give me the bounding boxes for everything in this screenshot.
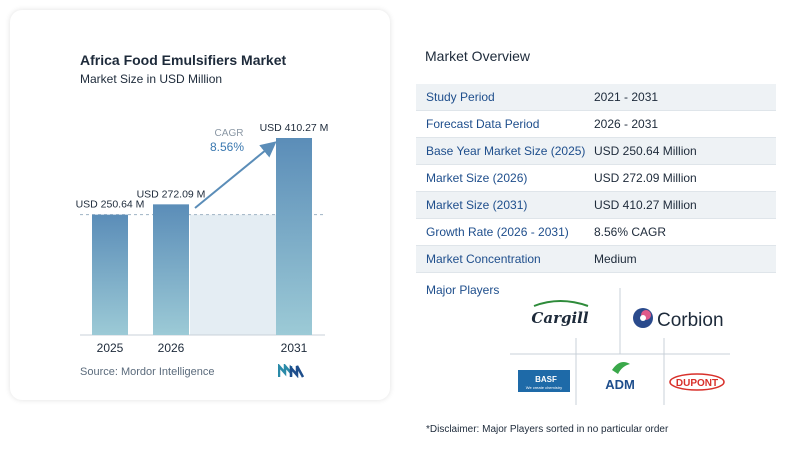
bar-2026 xyxy=(153,204,189,335)
row-label: Forecast Data Period xyxy=(426,117,540,131)
players-title: Major Players xyxy=(426,283,500,297)
tick-label-2025: 2025 xyxy=(97,341,124,355)
row-label: Market Size (2026) xyxy=(426,171,528,185)
dupont-oval-icon xyxy=(669,373,725,391)
bar-2031 xyxy=(276,138,312,335)
table-row: Base Year Market Size (2025) USD 250.64 … xyxy=(416,138,776,165)
table-row: Study Period 2021 - 2031 xyxy=(416,84,776,111)
row-label: Growth Rate (2026 - 2031) xyxy=(426,225,569,239)
dupont-logo: DUPONT xyxy=(669,373,725,391)
basf-logo-text: BASF xyxy=(535,375,557,384)
basf-logo: BASF We create chemistry xyxy=(518,370,570,392)
tick-label-2031: 2031 xyxy=(281,341,308,355)
mordor-logo-icon xyxy=(278,364,304,378)
corbion-mark-icon xyxy=(640,315,646,321)
dupont-logo-text: DUPONT xyxy=(676,378,718,389)
data-label-2026: USD 272.09 M xyxy=(137,188,206,200)
disclaimer: *Disclaimer: Major Players sorted in no … xyxy=(426,424,669,435)
chart-title: Africa Food Emulsifiers Market xyxy=(80,52,287,68)
table-row: Market Size (2026) USD 272.09 Million xyxy=(416,165,776,192)
row-value: Medium xyxy=(594,252,637,266)
cargill-logo: Cargill xyxy=(531,300,589,327)
growth-band xyxy=(190,214,278,335)
row-label: Market Size (2031) xyxy=(426,198,528,212)
adm-logo: ADM xyxy=(605,362,635,392)
adm-leaf-icon xyxy=(612,362,630,374)
table-row: Forecast Data Period 2026 - 2031 xyxy=(416,111,776,138)
cagr-label: CAGR xyxy=(215,128,244,139)
row-value: USD 410.27 Million xyxy=(594,198,697,212)
row-value: USD 272.09 Million xyxy=(594,171,697,185)
tick-label-2026: 2026 xyxy=(158,341,185,355)
row-label: Market Concentration xyxy=(426,252,541,266)
table-row: Market Size (2031) USD 410.27 Million xyxy=(416,192,776,219)
bar-2025 xyxy=(92,214,128,335)
source-label: Source: Mordor Intelligence xyxy=(80,366,215,378)
row-value: 2026 - 2031 xyxy=(594,117,659,131)
overview-title: Market Overview xyxy=(425,48,531,64)
basf-box xyxy=(518,370,570,392)
data-label-2031: USD 410.27 M xyxy=(260,122,329,134)
basf-tagline: We create chemistry xyxy=(526,385,562,390)
corbion-logo: Corbion xyxy=(633,308,724,331)
overview-table: Study Period 2021 - 2031 Forecast Data P… xyxy=(416,84,776,273)
chart-subtitle: Market Size in USD Million xyxy=(80,72,223,86)
cargill-logo-text: Cargill xyxy=(531,309,588,327)
cagr-value: 8.56% xyxy=(210,140,244,154)
table-row: Market Concentration Medium xyxy=(416,246,776,273)
row-value: USD 250.64 Million xyxy=(594,144,697,158)
data-label-2025: USD 250.64 M xyxy=(76,199,145,211)
cargill-leaf-icon xyxy=(533,300,589,307)
corbion-logo-text: Corbion xyxy=(657,310,724,331)
cagr-arrow xyxy=(194,141,277,209)
row-value: 2021 - 2031 xyxy=(594,90,659,104)
row-label: Study Period xyxy=(426,90,495,104)
row-label: Base Year Market Size (2025) xyxy=(426,144,586,158)
row-value: 8.56% CAGR xyxy=(594,225,667,239)
table-row: Growth Rate (2026 - 2031) 8.56% CAGR xyxy=(416,219,776,246)
adm-logo-text: ADM xyxy=(605,377,635,392)
